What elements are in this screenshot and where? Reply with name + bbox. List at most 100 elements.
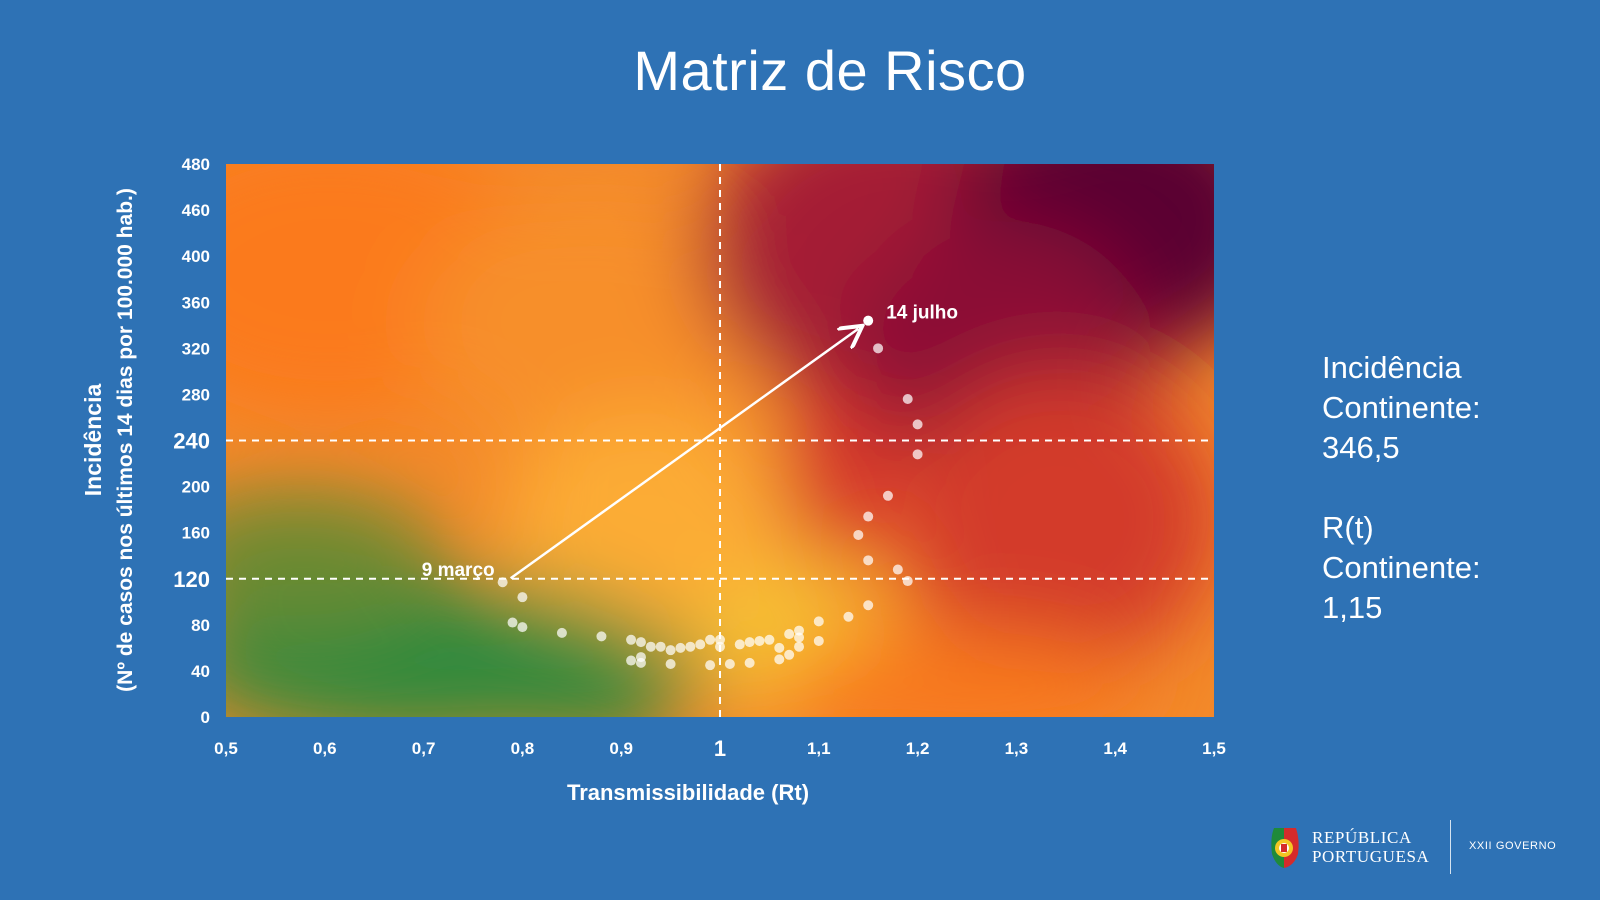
y-tick-label: 80 [191,616,210,635]
data-point [655,641,666,652]
y-tick-label: 400 [182,247,210,266]
summary-panel: Incidência Continente: 346,5 R(t) Contin… [1322,348,1592,628]
incidencia-label-2: Continente: [1322,390,1481,425]
reference-lines [226,164,1214,717]
y-tick-label: 200 [182,478,210,497]
data-point [892,564,903,575]
x-tick-label: 1,5 [1202,739,1226,758]
data-point [902,394,913,405]
data-point [764,634,775,645]
data-point [626,634,637,645]
data-point [635,652,646,663]
data-point [853,529,864,540]
y-tick-label: 240 [173,429,210,454]
republica-line2: PORTUGUESA [1312,847,1430,866]
data-point [863,511,874,522]
data-point [863,315,874,326]
data-point [912,449,923,460]
x-tick-label: 0,7 [412,739,436,758]
data-point [813,616,824,627]
data-points [497,315,923,671]
data-point [675,642,686,653]
data-point [517,622,528,633]
x-tick-label: 0,8 [511,739,535,758]
x-tick-label: 1 [714,736,726,761]
data-point [744,637,755,648]
y-tick-label: 280 [182,385,210,404]
republica-line1: REPÚBLICA [1312,828,1412,847]
data-point [774,642,785,653]
footer-divider [1450,820,1451,874]
y-axis-ticks: 0 40 80 120 160 200 240 280 320 360 400 460 480 [173,155,210,727]
data-point [873,343,884,354]
y-tick-label: 0 [201,708,210,727]
data-point [715,641,725,652]
data-point [695,639,706,650]
x-tick-label: 1,2 [906,739,930,758]
data-point [507,617,518,628]
x-tick-label: 1,4 [1103,739,1127,758]
data-point [517,592,528,603]
trend-arrow [509,329,859,580]
data-point [863,600,874,611]
governo-text: XXII GOVERNO [1469,840,1557,852]
heatmap-background [226,164,1214,717]
data-point [754,635,765,646]
annotation-start: 9 março [422,560,495,581]
rt-value: 1,15 [1322,590,1383,625]
portugal-emblem-icon [1271,828,1299,868]
annotations: 9 março 14 julho [422,303,958,582]
y-tick-label: 40 [191,662,210,681]
data-point [705,660,716,671]
rt-label-1: R(t) [1322,510,1374,545]
data-point [556,627,567,638]
x-tick-label: 0,5 [214,739,238,758]
data-point [596,631,607,642]
incidencia-label-1: Incidência [1322,350,1462,385]
data-point [774,654,785,665]
data-point [705,634,716,645]
x-tick-label: 1,3 [1005,739,1029,758]
data-point [744,657,755,668]
annotation-end: 14 julho [886,303,958,324]
y-tick-label: 120 [173,567,210,592]
footer-logo: REPÚBLICA PORTUGUESA XXII GOVERNO [1268,820,1578,875]
data-point [665,645,676,656]
data-point [794,641,805,652]
incidencia-value: 346,5 [1322,430,1400,465]
data-point [784,649,795,660]
data-point [497,577,508,588]
y-axis-label-line1: Incidência [80,384,106,497]
data-point [635,637,646,648]
data-point [715,634,725,645]
data-point [912,419,923,430]
page-title: Matriz de Risco [633,39,1027,102]
data-point [813,635,824,646]
y-tick-label: 480 [182,155,210,174]
republica-portuguesa-text: REPÚBLICA PORTUGUESA [1312,828,1429,866]
x-tick-label: 0,6 [313,739,337,758]
data-point [843,611,854,622]
y-tick-label: 360 [182,293,210,312]
title-area: Matriz de Risco [0,0,1600,120]
data-point [863,555,874,566]
data-point [626,655,637,666]
data-point [784,629,795,640]
x-tick-label: 0,9 [609,739,633,758]
x-axis-ticks: 0,5 0,6 0,7 0,8 0,9 1 1,1 1,2 1,3 1,4 1,5 [214,736,1226,761]
trend-arrow-line [509,329,859,580]
y-tick-label: 160 [182,524,210,543]
data-point [665,659,676,670]
y-axis-label-line2: (Nº de casos nos últimos 14 dias por 100… [114,188,137,692]
rt-label-2: Continente: [1322,550,1481,585]
x-axis-label: Transmissibilidade (Rt) [567,780,809,805]
data-point [882,490,893,501]
x-tick-label: 1,1 [807,739,831,758]
y-tick-label: 460 [182,201,210,220]
data-point [685,641,696,652]
data-point [645,641,656,652]
y-tick-label: 320 [182,339,210,358]
data-point [902,576,913,587]
data-point [794,625,805,636]
